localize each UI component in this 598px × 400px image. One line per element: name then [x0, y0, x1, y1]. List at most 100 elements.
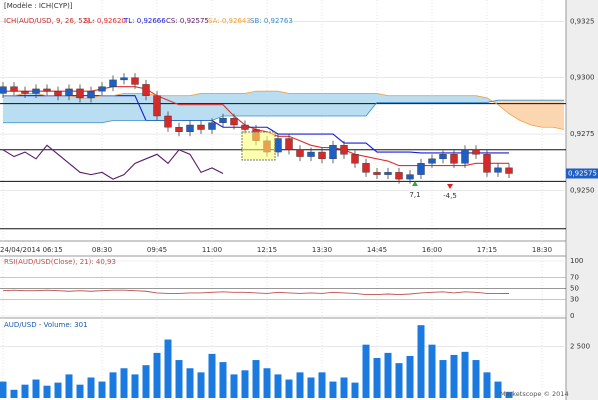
volume-bar: [21, 384, 29, 398]
candle-body: [197, 124, 205, 130]
candle-body: [21, 90, 29, 94]
candle-body: [296, 149, 304, 157]
candle-body: [230, 118, 238, 126]
candle-body: [439, 154, 447, 160]
y-tick-label: 0,9250: [570, 186, 595, 194]
x-tick-label: 13:30: [312, 246, 332, 254]
x-tick-label: 17:15: [477, 246, 497, 254]
cloud-segment: [443, 95, 454, 103]
candle-body: [43, 88, 51, 92]
y-tick-label: 100: [570, 257, 583, 265]
candle-body: [395, 172, 403, 180]
volume-bar: [10, 389, 18, 398]
volume-bar: [197, 372, 205, 398]
x-tick-label: 08:30: [92, 246, 112, 254]
cloud-segment: [344, 93, 355, 116]
x-tick-label: 14:45: [367, 246, 387, 254]
cloud-segment: [399, 95, 410, 103]
volume-bar: [461, 351, 469, 398]
cloud-segment: [377, 93, 388, 103]
rsi-line: [2, 289, 510, 296]
y-tick-label: 0: [570, 312, 574, 320]
cloud-segment: [454, 95, 465, 103]
model-label: [Modèle : ICH(CYP)]: [4, 2, 73, 10]
volume-bar: [406, 355, 414, 398]
y-tick-label: 0,9275: [570, 130, 595, 138]
candle-body: [329, 145, 337, 160]
cloud-segment: [102, 95, 113, 123]
volume-bar: [373, 358, 381, 398]
volume-bar: [252, 360, 260, 398]
cloud-segment: [542, 100, 553, 128]
candle-body: [175, 127, 183, 132]
cloud-segment: [58, 95, 69, 123]
candle-body: [153, 95, 161, 117]
highlight-box: [241, 131, 276, 161]
price-tag: [566, 168, 598, 179]
y-tick-label: 30: [570, 296, 579, 304]
annotation: 7,1: [409, 191, 420, 199]
cloud-segment: [421, 95, 432, 103]
cloud-segment: [476, 95, 487, 103]
volume-bar: [263, 368, 271, 398]
cloud-segment: [223, 93, 234, 116]
sell-arrow: [447, 184, 453, 189]
candle-body: [65, 88, 73, 96]
candle-body: [340, 145, 348, 155]
cloud-segment: [410, 95, 421, 103]
cloud-segment: [179, 95, 190, 121]
candle-body: [98, 86, 106, 92]
volume-bar: [417, 325, 425, 398]
volume-bar: [219, 362, 227, 398]
volume-title: AUD/USD - Volume: 301: [4, 321, 88, 329]
candle-body: [0, 86, 7, 94]
candle-body: [274, 138, 282, 153]
cloud-segment: [300, 93, 311, 116]
candle-body: [54, 90, 62, 96]
candle-body: [318, 151, 326, 160]
volume-bar: [439, 360, 447, 398]
volume-bar: [472, 360, 480, 398]
volume-bar: [142, 365, 150, 398]
ichimoku-line: [2, 144, 224, 180]
rsi-title: RSI(AUD/USD(Close), 21): 40,93: [4, 258, 116, 266]
cloud-segment: [3, 95, 14, 123]
candle-body: [483, 154, 491, 173]
legend-entry: SL: 0,92620: [84, 17, 126, 25]
legend-entry: CS: 0,92575: [166, 17, 209, 25]
legend-entry: TL: 0,92666: [123, 17, 166, 25]
y-tick-label: 70: [570, 274, 579, 282]
volume-bar: [307, 377, 315, 398]
candle-body: [307, 151, 315, 157]
cloud-segment: [113, 93, 124, 121]
y-tick-label: 50: [570, 285, 579, 293]
volume-bar: [494, 381, 502, 398]
candle-body: [417, 163, 425, 175]
cloud-segment: [47, 95, 58, 123]
x-tick-label: 11:00: [202, 246, 222, 254]
volume-bar: [43, 385, 51, 398]
volume-bar: [208, 353, 216, 398]
candle-body: [142, 84, 150, 96]
cloud-segment: [366, 93, 377, 116]
volume-bar: [241, 370, 249, 398]
candle-body: [164, 115, 172, 128]
cloud-segment: [80, 97, 91, 123]
volume-bar: [164, 339, 172, 398]
candle-body: [351, 154, 359, 164]
y-tick-label: 0,9300: [570, 74, 595, 82]
cloud-segment: [234, 93, 245, 116]
cloud-segment: [91, 95, 102, 123]
cloud-segment: [520, 100, 531, 125]
price-tag-label: 0,92575: [568, 169, 597, 177]
candle-body: [472, 149, 480, 155]
candle-body: [76, 88, 84, 99]
volume-bar: [87, 377, 95, 398]
candle-body: [384, 172, 392, 175]
y-tick-label: 0,9325: [570, 17, 595, 25]
volume-bar: [285, 379, 293, 398]
cloud-segment: [212, 93, 223, 121]
volume-bar: [428, 344, 436, 398]
volume-bar: [0, 381, 7, 398]
